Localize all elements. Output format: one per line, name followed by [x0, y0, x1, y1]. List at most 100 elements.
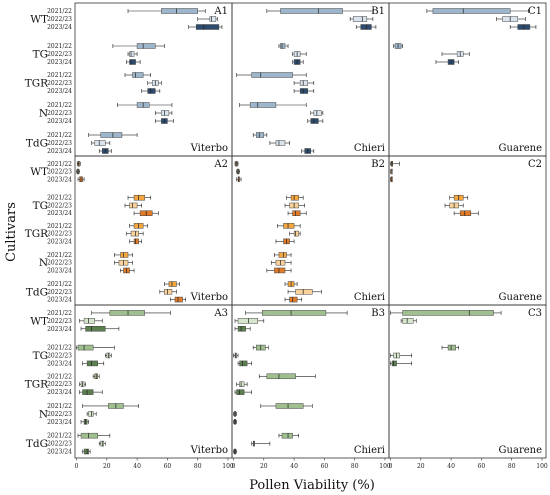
- box-iqr: [237, 326, 246, 332]
- year-label: 2021/22: [47, 8, 72, 15]
- year-label: 2023/24: [47, 267, 72, 274]
- panel-a2: A2ViterboWT2021/222022/232023/24TG2021/2…: [25, 155, 233, 306]
- year-label: 2022/23: [47, 260, 72, 267]
- panel-frame: [231, 155, 390, 306]
- box-iqr: [83, 448, 89, 455]
- cultivar-label: N: [39, 257, 48, 269]
- year-label: 2022/23: [47, 110, 72, 117]
- year-label: 2023/24: [47, 419, 72, 426]
- panel-id-label: B1: [371, 6, 385, 17]
- site-label: Guarene: [499, 143, 543, 154]
- panel-b2: B2 Chieri: [231, 155, 390, 306]
- panel-id-label: B3: [371, 308, 385, 319]
- cultivar-label: WT: [30, 14, 48, 26]
- site-label: Chieri: [354, 143, 385, 154]
- year-label: 2021/22: [47, 310, 72, 317]
- panel-frame: [231, 304, 390, 459]
- site-label: Viterbo: [190, 292, 228, 303]
- box-iqr: [255, 132, 265, 138]
- x-tick-label: 60: [164, 463, 172, 470]
- panel-id-label: C2: [528, 159, 542, 170]
- year-label: 2023/24: [47, 88, 72, 95]
- panel-id-label: C1: [528, 6, 542, 17]
- panel-c2: C2 Guarene: [388, 155, 547, 306]
- panel-b1: B1 Chieri: [231, 2, 390, 157]
- cultivar-label: TG: [33, 49, 48, 61]
- box-iqr: [289, 296, 298, 303]
- x-tick-label: 20: [417, 463, 425, 470]
- x-tick-label: 80: [508, 463, 516, 470]
- year-label: 2023/24: [47, 176, 72, 183]
- box-iqr: [275, 140, 286, 146]
- year-label: 2021/22: [47, 252, 72, 259]
- box-iqr: [280, 43, 286, 49]
- x-tick-label: 40: [447, 463, 455, 470]
- box-iqr: [402, 318, 414, 324]
- year-label: 2022/23: [47, 140, 72, 147]
- box-iqr: [239, 360, 248, 367]
- site-label: Chieri: [354, 445, 385, 456]
- year-label: 2023/24: [47, 118, 72, 125]
- box-iqr: [292, 210, 301, 216]
- year-label: 2022/23: [47, 51, 72, 58]
- cultivar-label: N: [39, 408, 48, 420]
- x-tick-label: 0: [75, 463, 79, 470]
- box-iqr: [262, 310, 327, 316]
- box-iqr: [94, 140, 106, 146]
- year-label: 2021/22: [47, 132, 72, 139]
- x-tick-label: 20: [260, 463, 268, 470]
- year-label: 2021/22: [47, 433, 72, 440]
- box-iqr: [251, 72, 293, 78]
- year-label: 2022/23: [47, 169, 72, 176]
- box-iqr: [299, 88, 308, 94]
- x-tick-label: 40: [290, 463, 298, 470]
- box-iqr: [130, 230, 139, 237]
- box-iqr: [86, 360, 98, 367]
- box-iqr: [85, 326, 106, 332]
- year-label: 2021/22: [47, 161, 72, 168]
- panel-frame: [74, 155, 233, 306]
- box-iqr: [147, 88, 156, 94]
- box-iqr: [360, 24, 372, 30]
- panel-frame: [388, 155, 547, 306]
- box-iqr: [174, 296, 183, 303]
- x-tick-label: 0: [389, 463, 393, 470]
- year-label: 2021/22: [47, 43, 72, 50]
- x-tick-label: 100: [379, 463, 391, 470]
- cultivar-label: TGR: [25, 78, 49, 90]
- cultivar-label: TG: [33, 350, 48, 362]
- x-tick-label: 20: [103, 463, 111, 470]
- year-label: 2022/23: [47, 289, 72, 296]
- box-iqr: [293, 230, 299, 237]
- box-iqr: [281, 432, 293, 439]
- x-tick-label: 60: [321, 463, 329, 470]
- box-iqr: [310, 118, 319, 124]
- cultivar-label: TGR: [25, 379, 49, 391]
- box-iqr: [100, 132, 123, 138]
- box-iqr: [161, 8, 198, 14]
- box-iqr: [402, 310, 494, 316]
- box-iqr: [295, 289, 313, 295]
- year-label: 2021/22: [47, 195, 72, 202]
- year-label: 2022/23: [47, 231, 72, 238]
- box-iqr: [237, 318, 258, 324]
- cultivar-label: N: [39, 108, 48, 120]
- panel-id-label: B2: [371, 159, 385, 170]
- box-iqr: [274, 267, 286, 274]
- site-label: Guarene: [499, 292, 543, 303]
- x-tick-label: 100: [536, 463, 548, 470]
- year-label: 2023/24: [47, 389, 72, 396]
- site-label: Chieri: [354, 292, 385, 303]
- box-iqr: [161, 110, 170, 116]
- panel-b3: B3 Chieri 0 20 40 60 80 100: [231, 304, 391, 470]
- box-iqr: [132, 72, 144, 78]
- cultivar-label: TdG: [26, 138, 48, 150]
- year-label: 2022/23: [47, 318, 72, 325]
- box-iqr: [299, 80, 308, 86]
- year-label: 2023/24: [47, 297, 72, 304]
- box-iqr: [195, 24, 220, 30]
- year-label: 2021/22: [47, 373, 72, 380]
- box-iqr: [313, 110, 322, 116]
- site-label: Viterbo: [190, 445, 228, 456]
